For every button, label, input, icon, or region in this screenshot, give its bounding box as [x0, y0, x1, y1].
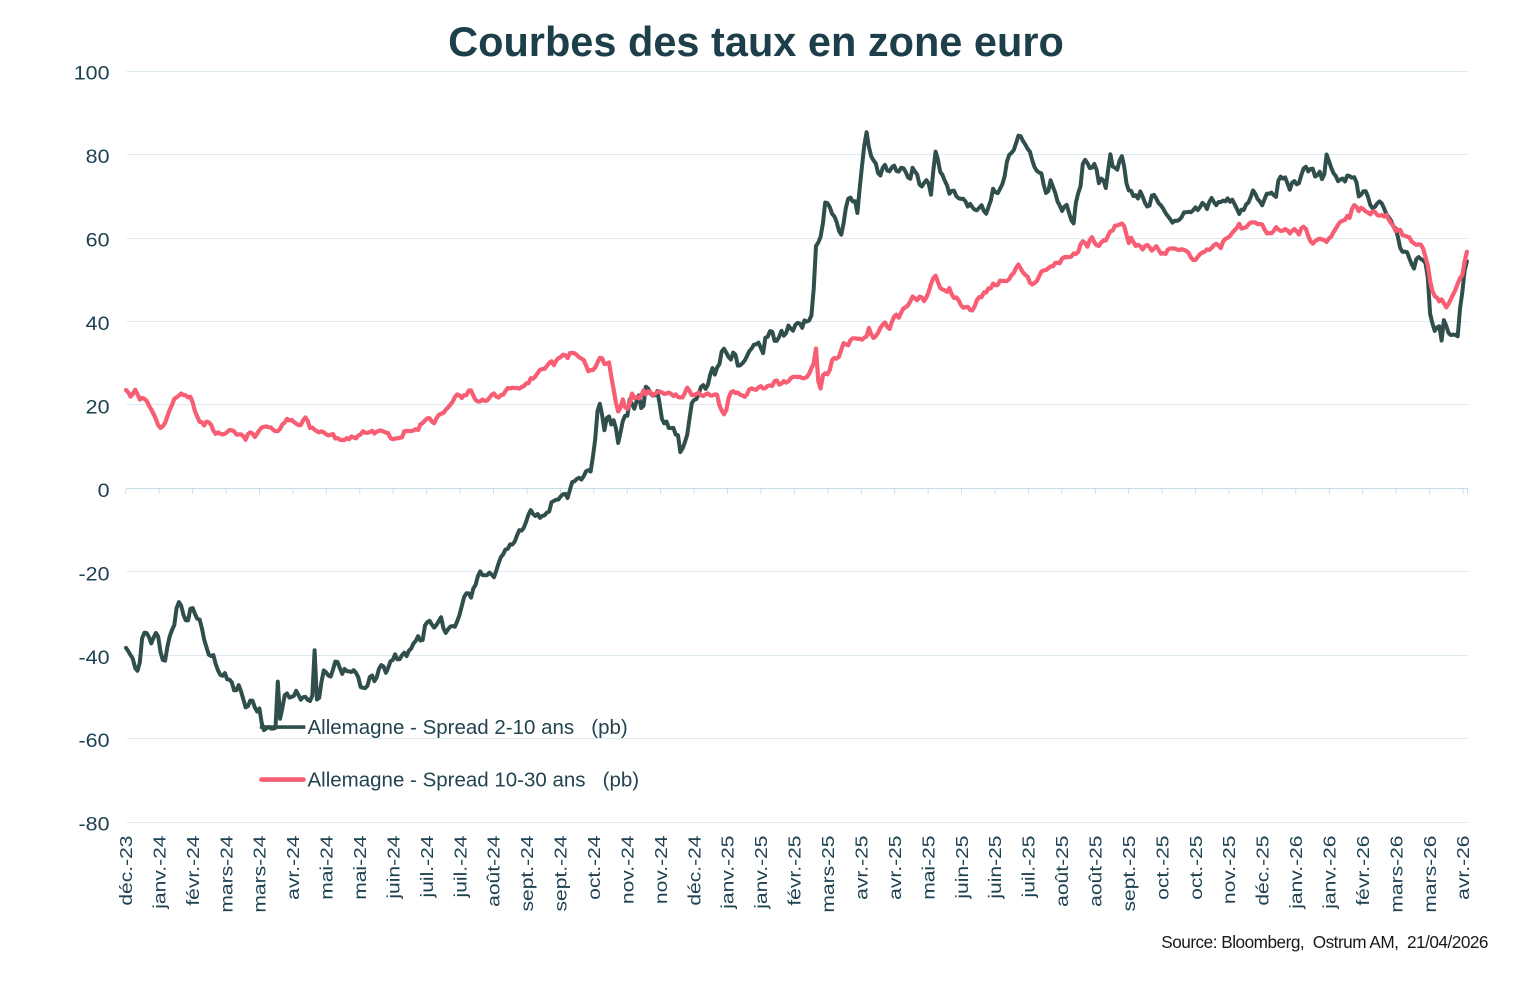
- svg-text:janv.-25: janv.-25: [719, 836, 738, 910]
- svg-text:mars-26: mars-26: [1422, 836, 1441, 913]
- svg-text:mai-25: mai-25: [920, 836, 939, 900]
- svg-text:déc.-23: déc.-23: [118, 836, 137, 906]
- svg-text:sept.-25: sept.-25: [1121, 836, 1140, 912]
- svg-text:févr.-25: févr.-25: [786, 836, 805, 906]
- svg-text:janv.-26: janv.-26: [1288, 836, 1307, 910]
- svg-text:40: 40: [86, 313, 110, 335]
- svg-text:nov.-25: nov.-25: [1221, 836, 1240, 905]
- svg-text:Allemagne - Spread 2-10 ans: Allemagne - Spread 2-10 ans (pb): [308, 716, 628, 739]
- svg-text:janv.-25: janv.-25: [753, 836, 772, 910]
- svg-text:août-25: août-25: [1054, 836, 1073, 907]
- svg-text:-60: -60: [79, 730, 110, 752]
- svg-text:juin-24: juin-24: [385, 835, 404, 900]
- svg-text:mai-24: mai-24: [318, 835, 337, 900]
- svg-text:avr.-25: avr.-25: [853, 836, 872, 900]
- svg-text:janv.-24: janv.-24: [151, 835, 170, 910]
- svg-text:déc.-25: déc.-25: [1254, 836, 1273, 906]
- svg-text:oct.-24: oct.-24: [586, 835, 605, 900]
- svg-text:oct.-25: oct.-25: [1154, 836, 1173, 900]
- svg-text:-40: -40: [79, 647, 110, 669]
- svg-text:sept.-24: sept.-24: [519, 835, 538, 911]
- svg-text:janv.-26: janv.-26: [1321, 836, 1340, 910]
- svg-text:avr.-26: avr.-26: [1455, 836, 1474, 900]
- svg-text:déc.-24: déc.-24: [686, 835, 705, 906]
- svg-text:févr.-26: févr.-26: [1355, 836, 1374, 906]
- svg-text:Courbes des taux en zone euro: Courbes des taux en zone euro: [448, 18, 1064, 65]
- svg-text:mars-24: mars-24: [251, 835, 270, 913]
- svg-text:oct.-25: oct.-25: [1188, 836, 1207, 900]
- svg-text:-80: -80: [79, 813, 110, 835]
- svg-text:Source: Bloomberg, Ostrum AM,: Source: Bloomberg, Ostrum AM, 21/04/2026: [1161, 932, 1488, 952]
- svg-text:100: 100: [74, 63, 110, 85]
- svg-text:nov.-24: nov.-24: [653, 835, 672, 904]
- svg-text:sept.-24: sept.-24: [552, 835, 571, 911]
- svg-text:0: 0: [98, 480, 110, 502]
- svg-text:juin-25: juin-25: [954, 836, 973, 900]
- svg-text:mars-26: mars-26: [1388, 836, 1407, 913]
- svg-text:avr.-24: avr.-24: [285, 835, 304, 900]
- svg-text:Allemagne - Spread 10-30 ans: Allemagne - Spread 10-30 ans (pb): [308, 768, 640, 791]
- svg-text:juil.-24: juil.-24: [452, 835, 471, 898]
- svg-text:mars-24: mars-24: [218, 835, 237, 913]
- svg-text:mars-25: mars-25: [820, 836, 839, 913]
- svg-text:août-25: août-25: [1087, 836, 1106, 907]
- svg-text:juil.-25: juil.-25: [1020, 836, 1039, 899]
- svg-text:juil.-24: juil.-24: [419, 835, 438, 898]
- svg-text:avr.-25: avr.-25: [887, 836, 906, 900]
- svg-text:févr.-24: févr.-24: [185, 835, 204, 906]
- svg-text:mai-24: mai-24: [352, 835, 371, 900]
- svg-text:60: 60: [86, 229, 110, 251]
- svg-text:juin-25: juin-25: [987, 836, 1006, 900]
- svg-text:-20: -20: [79, 563, 110, 585]
- svg-text:août-24: août-24: [485, 835, 504, 907]
- svg-text:80: 80: [86, 146, 110, 168]
- svg-text:nov.-24: nov.-24: [619, 835, 638, 904]
- svg-text:20: 20: [86, 396, 110, 418]
